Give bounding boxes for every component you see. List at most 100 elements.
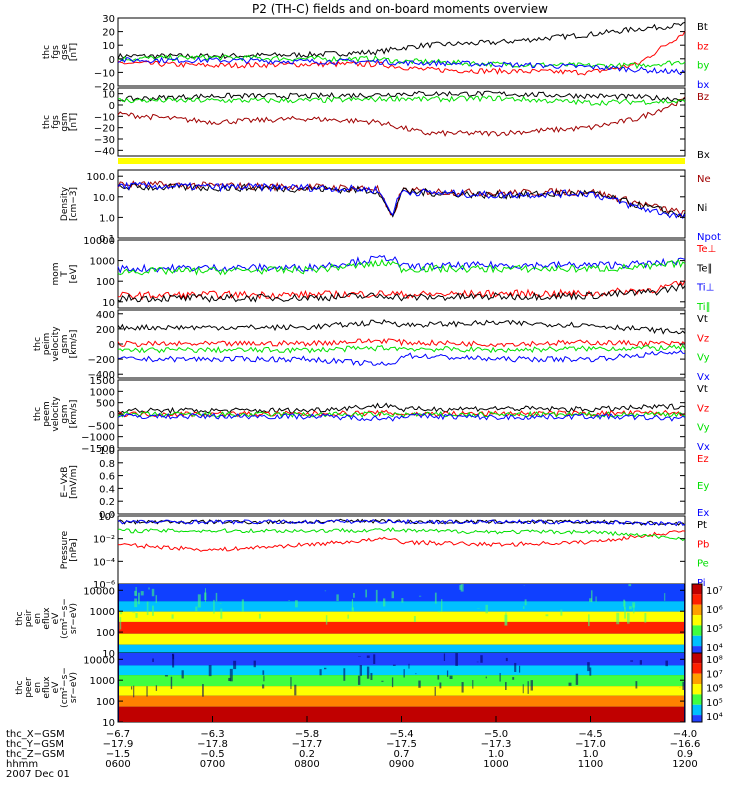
colorbar-segment [692, 663, 702, 673]
y-tick-label: 0.2 [99, 497, 115, 508]
spectrogram-streak [202, 684, 204, 697]
spectrogram-streak [370, 673, 372, 680]
spectrogram-streak [138, 593, 140, 605]
y-tick-label: −1000 [81, 433, 115, 444]
y-axis-label-line: [mV/m] [69, 465, 79, 499]
y-tick-label: 1.0 [99, 213, 115, 224]
spectrogram-streak [146, 686, 147, 696]
spectrogram-streak [262, 684, 264, 688]
legend-entry: Te⊥ [696, 244, 716, 255]
spectrogram-streak [133, 686, 134, 698]
spectrogram-streak [134, 598, 137, 607]
legend-entry: bz [697, 41, 709, 52]
y-tick-label: −30 [94, 135, 115, 146]
colorbar-tick-label: 10⁴ [706, 643, 723, 654]
colorbar-segment [692, 625, 702, 635]
spectrogram-streak [485, 605, 488, 614]
yellow-status-bar [118, 158, 685, 164]
legend-entry: Ni [697, 203, 707, 214]
spectrogram-streak [419, 596, 421, 597]
y-tick-label: 0.8 [99, 459, 115, 470]
spectrogram-streak [262, 670, 264, 675]
spectrogram-streak [156, 595, 157, 603]
colorbar-segment [692, 594, 702, 604]
y-tick-label: 10⁻² [93, 535, 115, 546]
spectrogram-streak [630, 660, 633, 661]
spectrogram-streak [418, 681, 420, 688]
y-tick-label: 10⁰ [98, 512, 115, 523]
y-axis-label-line: [km/s] [69, 400, 79, 429]
spectrogram-streak [172, 614, 174, 618]
spectrogram-streak [336, 594, 338, 601]
spectrogram-streak [644, 613, 646, 623]
spectrogram-streak [682, 682, 685, 690]
spectrogram-streak [462, 682, 464, 693]
colorbar-tick-label: 10⁶ [706, 684, 723, 695]
spectrogram-streak [665, 661, 668, 667]
spectrogram-streak [353, 593, 355, 598]
spectrogram-streak [629, 606, 632, 609]
spectrogram-streak [455, 653, 458, 666]
spectrogram-streak [393, 665, 396, 666]
legend-entry: Ex [697, 508, 709, 519]
legend-entry: Vt [697, 384, 708, 395]
spectrogram-streak [294, 685, 296, 696]
colorbar-tick-label: 10⁷ [706, 669, 723, 680]
spectrogram-streak [263, 676, 264, 682]
spectrogram-streak [367, 655, 370, 657]
spectrogram-streak [195, 607, 197, 611]
spectrogram-streak [635, 681, 637, 688]
spectrogram-streak [415, 674, 417, 675]
spectrogram-streak [546, 614, 549, 616]
spectrogram-streak [198, 594, 201, 607]
legend-entry: Ez [697, 454, 709, 465]
spectrogram-streak [220, 609, 222, 619]
spectrogram-streak [367, 667, 369, 679]
y-axis-label: E−VxB[mV/m] [60, 465, 79, 499]
spectrogram-streak [152, 606, 154, 616]
y-axis-label: Density[cm−3] [60, 186, 79, 221]
y-tick-label: 0.4 [99, 484, 115, 495]
colorbar-segment [692, 653, 702, 663]
y-tick-label: 10⁻⁴ [93, 557, 115, 568]
legend-entry: Ti⊥ [696, 283, 714, 294]
y-tick-label: 1000 [90, 676, 115, 687]
y-tick-label: 10000 [83, 655, 115, 666]
colorbar-segment [692, 705, 702, 715]
y-tick-label: 10 [102, 90, 115, 101]
y-tick-label: 100 [96, 277, 115, 288]
spectrogram-streak [560, 610, 562, 616]
legend-entry: Pt [697, 520, 707, 531]
spectrogram-band-1 [119, 601, 684, 611]
spectrogram-streak [360, 665, 362, 676]
spectrogram-streak [624, 601, 625, 609]
colorbar-segment [692, 646, 702, 653]
spectrogram-streak [505, 682, 507, 690]
y-tick-label: 1000 [90, 607, 115, 618]
y-tick-label: 10 [102, 298, 115, 309]
spectrogram-streak [514, 663, 516, 672]
spectrogram-streak [383, 598, 385, 606]
spectrogram-streak [131, 686, 132, 689]
colorbar-segment [692, 715, 702, 722]
spectrogram-streak [324, 668, 326, 669]
spectrogram-streak [435, 687, 436, 696]
spectrogram-streak [480, 655, 482, 663]
legend-entry: Pe [697, 559, 709, 570]
spectrogram-streak [165, 675, 168, 676]
colorbar-tick-label: 10⁸ [706, 655, 723, 666]
spectrogram-streak [500, 673, 501, 682]
spectrogram-streak [254, 661, 256, 668]
y-tick-label: 500 [96, 399, 115, 410]
colorbar-tick-label: 10⁵ [706, 624, 723, 635]
colorbar-segment [692, 605, 702, 615]
spectrogram-streak [141, 591, 144, 595]
spectrogram-band-4 [119, 696, 684, 707]
colorbar-tick-label: 10⁶ [706, 605, 723, 616]
spectrogram-streak [242, 599, 244, 611]
spectrogram-streak [441, 599, 442, 612]
spectrogram-streak [156, 685, 157, 691]
spectrogram-streak [373, 654, 375, 664]
